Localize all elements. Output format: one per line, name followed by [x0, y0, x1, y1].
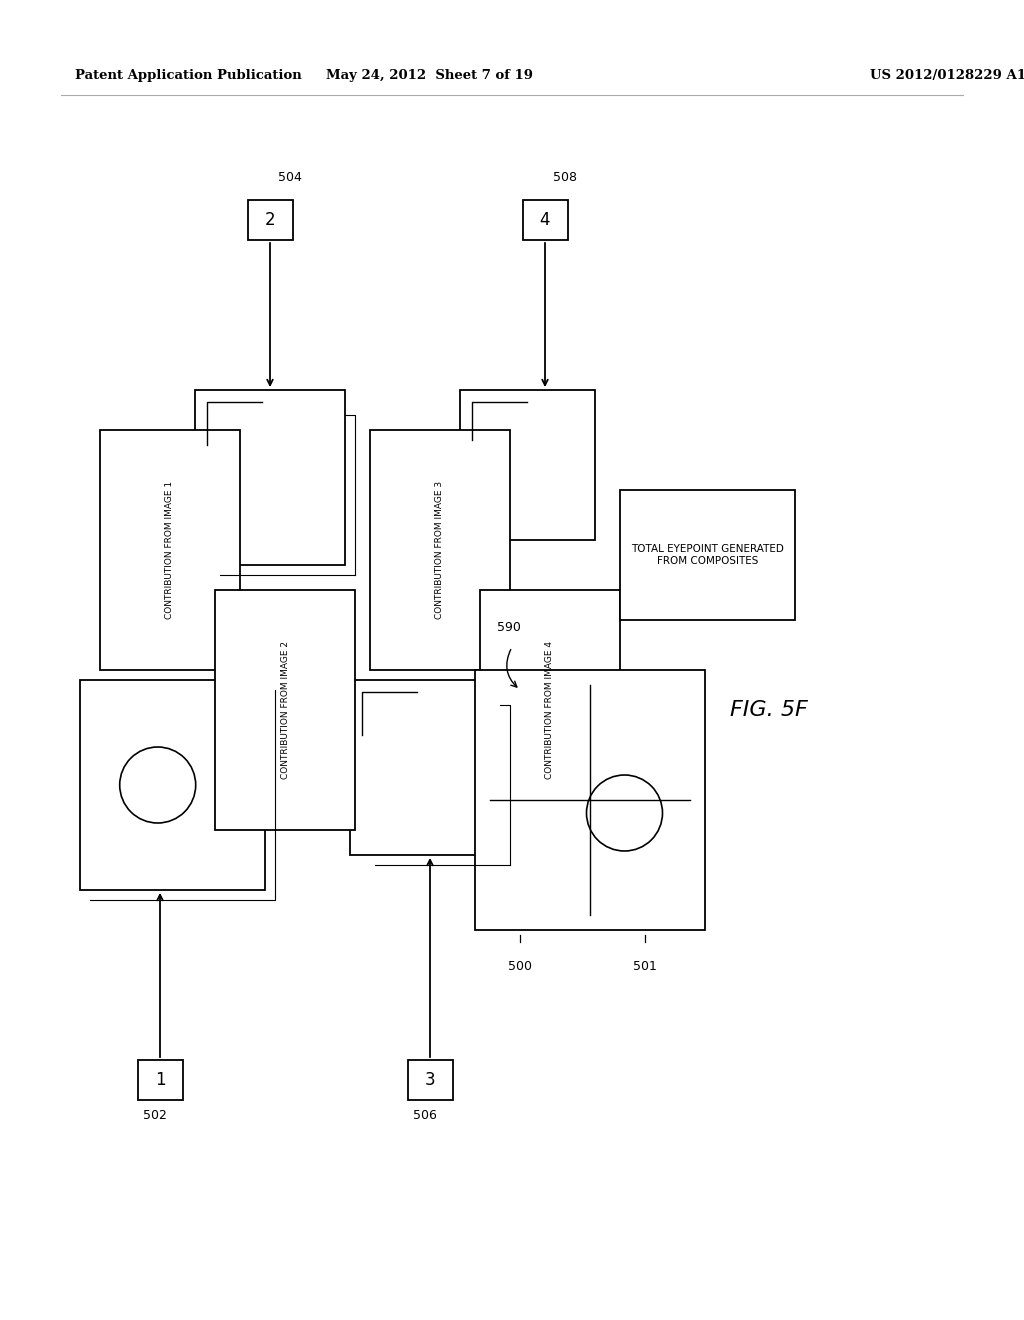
Text: 590: 590 — [497, 620, 521, 634]
Text: CONTRIBUTION FROM IMAGE 1: CONTRIBUTION FROM IMAGE 1 — [166, 480, 174, 619]
Bar — [215, 590, 355, 830]
Bar — [480, 590, 620, 830]
Text: CONTRIBUTION FROM IMAGE 4: CONTRIBUTION FROM IMAGE 4 — [546, 642, 555, 779]
Bar — [80, 680, 265, 890]
Text: 502: 502 — [143, 1109, 167, 1122]
Bar — [100, 430, 240, 671]
Bar — [248, 201, 293, 240]
Text: 1: 1 — [155, 1071, 165, 1089]
Bar — [195, 389, 345, 565]
Text: 3: 3 — [425, 1071, 435, 1089]
Bar — [620, 490, 795, 620]
Text: 4: 4 — [540, 211, 550, 228]
Bar — [460, 389, 595, 540]
Bar — [370, 430, 510, 671]
Text: 501: 501 — [633, 960, 657, 973]
Text: 508: 508 — [553, 172, 577, 183]
Bar — [475, 671, 705, 931]
Bar — [523, 201, 568, 240]
Bar — [138, 1060, 183, 1100]
Text: CONTRIBUTION FROM IMAGE 3: CONTRIBUTION FROM IMAGE 3 — [435, 480, 444, 619]
Text: TOTAL EYEPOINT GENERATED
FROM COMPOSITES: TOTAL EYEPOINT GENERATED FROM COMPOSITES — [631, 544, 784, 566]
Text: Patent Application Publication: Patent Application Publication — [75, 69, 302, 82]
Text: 2: 2 — [264, 211, 275, 228]
Text: CONTRIBUTION FROM IMAGE 2: CONTRIBUTION FROM IMAGE 2 — [281, 642, 290, 779]
Text: 500: 500 — [508, 960, 532, 973]
Bar — [408, 1060, 453, 1100]
Text: 504: 504 — [279, 172, 302, 183]
Text: US 2012/0128229 A1: US 2012/0128229 A1 — [870, 69, 1024, 82]
Text: 506: 506 — [413, 1109, 437, 1122]
Text: May 24, 2012  Sheet 7 of 19: May 24, 2012 Sheet 7 of 19 — [327, 69, 534, 82]
Bar — [350, 680, 500, 855]
Text: FIG. 5F: FIG. 5F — [730, 700, 808, 719]
